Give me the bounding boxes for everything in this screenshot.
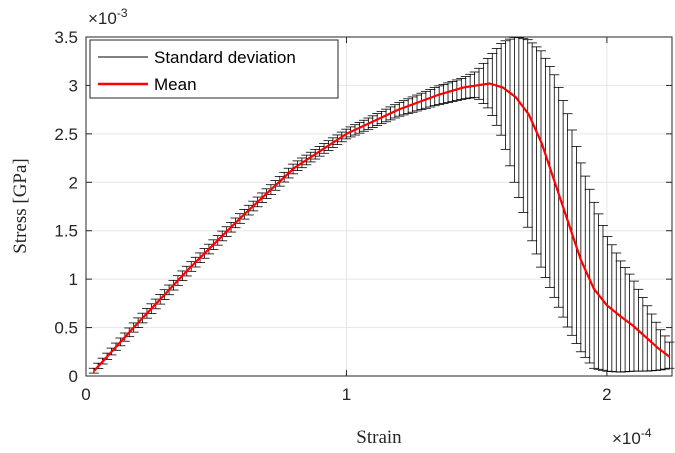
y-tick-label: 3.5 xyxy=(54,28,78,47)
std-errorbar xyxy=(474,67,485,100)
legend-label-mean: Mean xyxy=(154,75,197,94)
y-tick-label: 3 xyxy=(69,76,78,95)
x-tick-label: 1 xyxy=(342,385,351,404)
y-axis-multiplier-exponent: -3 xyxy=(117,6,128,20)
mean-line-group xyxy=(92,82,671,372)
y-tick-label: 2.5 xyxy=(54,125,78,144)
std-errorbar xyxy=(518,38,529,213)
plot-frame xyxy=(85,36,673,377)
std-errorbar xyxy=(549,74,560,298)
std-errorbar xyxy=(505,38,516,167)
std-errorbar xyxy=(544,66,555,288)
y-axis-multiplier: ×10-3 xyxy=(88,6,128,28)
std-errorbar xyxy=(527,42,538,242)
std-errorbar xyxy=(580,175,591,358)
x-axis-multiplier: ×10-4 xyxy=(612,426,652,448)
legend-box xyxy=(89,39,339,99)
legend-label-std: Standard deviation xyxy=(154,48,296,67)
y-tick-label: 1.5 xyxy=(54,222,78,241)
std-errorbar xyxy=(522,39,533,228)
y-tick-label: 1 xyxy=(69,270,78,289)
std-errorbar xyxy=(513,37,524,198)
std-errorbar xyxy=(491,48,502,126)
std-errorbar xyxy=(602,236,613,372)
std-errorbar xyxy=(509,37,520,183)
y-axis-label: Stress [GPa] xyxy=(10,158,31,254)
x-tick-label: 0 xyxy=(81,385,90,404)
axis-ticks: 0 1 2 0 0.5 1 1.5 2 2.5 3 3.5 xyxy=(54,28,672,404)
std-errorbar xyxy=(540,57,551,278)
std-errorbar xyxy=(664,341,675,369)
x-axis-multiplier-exponent: -4 xyxy=(641,426,652,440)
std-errorbar xyxy=(584,188,595,364)
y-tick-label: 0 xyxy=(69,367,78,386)
x-axis-label: Strain xyxy=(356,427,402,448)
std-errorbar xyxy=(597,224,608,371)
x-tick-label: 2 xyxy=(602,385,611,404)
std-errorbar xyxy=(589,201,600,369)
std-errorbar xyxy=(500,40,511,150)
std-errorbar xyxy=(531,46,542,255)
legend: Standard deviation Mean xyxy=(89,39,339,99)
mean-line xyxy=(92,82,671,372)
std-errorbar xyxy=(535,50,546,268)
std-errorbar xyxy=(496,43,507,136)
y-tick-label: 2 xyxy=(69,173,78,192)
y-tick-label: 0.5 xyxy=(54,319,78,338)
std-errorbar xyxy=(593,213,604,370)
